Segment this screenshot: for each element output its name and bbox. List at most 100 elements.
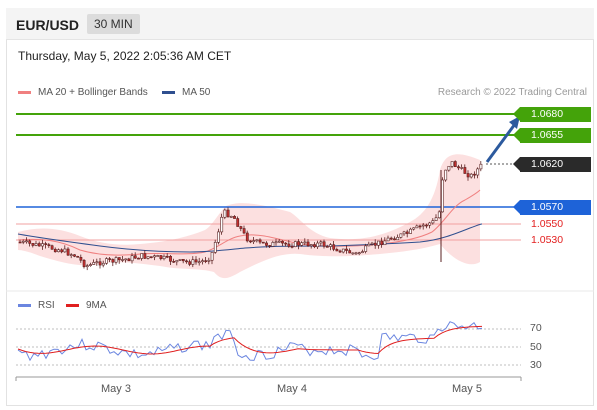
candle-body xyxy=(21,240,25,243)
candle-body xyxy=(89,264,92,266)
candle-body xyxy=(53,248,57,253)
candle-body xyxy=(41,243,44,247)
candle-body xyxy=(386,237,390,242)
candle-body xyxy=(76,255,80,258)
candle-body xyxy=(233,216,236,219)
rsi-tick-50: 50 xyxy=(530,341,542,353)
rsi-ma-label: 9MA xyxy=(86,300,107,311)
candle-body xyxy=(479,163,483,170)
candle-body xyxy=(117,257,121,261)
candle-body xyxy=(322,241,326,247)
label-pointer xyxy=(513,200,520,214)
level-value: 1.0550 xyxy=(531,218,564,230)
candle-body xyxy=(415,225,419,229)
candle-body xyxy=(191,259,195,265)
candle-body xyxy=(393,238,396,241)
credit-text: Research © 2022 Trading Central xyxy=(437,87,587,98)
candle-body xyxy=(25,240,28,243)
candle-body xyxy=(364,245,368,252)
level-label-2: 1.0655 xyxy=(513,128,591,143)
level-value: 1.0680 xyxy=(531,108,564,120)
candle-body xyxy=(373,242,377,246)
candle-body xyxy=(274,241,278,244)
candle-body xyxy=(34,243,38,246)
timeframe-badge[interactable]: 30 MIN xyxy=(87,14,140,34)
candle-body xyxy=(329,244,332,247)
candle-body xyxy=(169,255,172,262)
symbol-label: EUR/USD xyxy=(16,17,80,33)
ma50-label: MA 50 xyxy=(182,87,211,98)
candle-body xyxy=(130,255,134,262)
candle-body xyxy=(361,251,364,254)
candle-body xyxy=(95,261,99,264)
candle-body xyxy=(229,216,233,218)
candle-body xyxy=(242,228,246,234)
candle-body xyxy=(143,253,147,259)
label-pointer xyxy=(513,157,520,171)
candle-body xyxy=(332,244,336,250)
candle-body xyxy=(50,245,54,250)
candle-body xyxy=(245,232,249,242)
candle-body xyxy=(146,256,150,259)
candle-body xyxy=(380,240,384,246)
candle-body xyxy=(428,222,432,226)
rsi-swatch xyxy=(18,304,31,307)
rsi-ma-line xyxy=(17,325,483,355)
candle-body xyxy=(108,258,112,260)
candle-body xyxy=(236,218,240,227)
candle-body xyxy=(345,248,348,251)
candle-body xyxy=(268,245,272,247)
candle-body xyxy=(60,249,64,253)
candle-body xyxy=(44,243,48,245)
candle-body xyxy=(63,248,67,253)
candle-body xyxy=(188,261,192,265)
candle-body xyxy=(348,250,352,254)
ma20-label: MA 20 + Bollinger Bands xyxy=(38,87,148,98)
candle-body xyxy=(409,228,412,234)
candle-body xyxy=(421,224,425,227)
candle-body xyxy=(175,260,179,263)
candle-body xyxy=(370,242,374,245)
candle-body xyxy=(300,242,304,246)
candle-body xyxy=(185,260,188,263)
level-value: 1.0530 xyxy=(531,234,564,246)
candle-body xyxy=(133,255,137,259)
x-tick-may5: May 5 xyxy=(452,383,482,395)
candle-body xyxy=(252,240,256,243)
candle-body xyxy=(389,237,393,240)
candle-body xyxy=(92,262,96,265)
candle-body xyxy=(281,240,284,244)
ma20-swatch xyxy=(18,91,31,94)
candle-body xyxy=(172,261,176,263)
candle-body xyxy=(325,246,329,248)
candle-body xyxy=(463,167,467,174)
candle-body xyxy=(453,161,457,168)
rsi-tick-30: 30 xyxy=(530,359,542,371)
candle-body xyxy=(425,224,428,227)
candle-body xyxy=(156,255,160,257)
rsi-ma-legend: 9MA xyxy=(66,300,107,311)
candle-body xyxy=(127,258,131,262)
level-label-1: 1.0680 xyxy=(513,107,591,122)
candle-body xyxy=(98,261,102,266)
candle-body xyxy=(338,250,342,253)
candle-body xyxy=(255,239,259,242)
candle-body xyxy=(105,258,108,264)
chart-header: EUR/USD 30 MIN xyxy=(6,8,594,40)
candle-body xyxy=(114,257,118,263)
candle-body xyxy=(79,257,83,261)
level-label-support-2: 1.0530 xyxy=(520,233,591,248)
candle-body xyxy=(239,226,243,229)
candle-body xyxy=(28,240,32,244)
candle-body xyxy=(341,248,345,253)
candle-body xyxy=(258,239,262,243)
candle-body xyxy=(201,260,204,263)
candle-body xyxy=(412,227,416,230)
candle-body xyxy=(441,179,444,213)
level-value: 1.0655 xyxy=(531,129,564,141)
candle-body xyxy=(194,259,198,263)
candle-body xyxy=(316,242,320,248)
candle-body xyxy=(57,249,60,253)
ma50-swatch xyxy=(162,91,175,94)
rsi-tick-70: 70 xyxy=(530,322,542,334)
